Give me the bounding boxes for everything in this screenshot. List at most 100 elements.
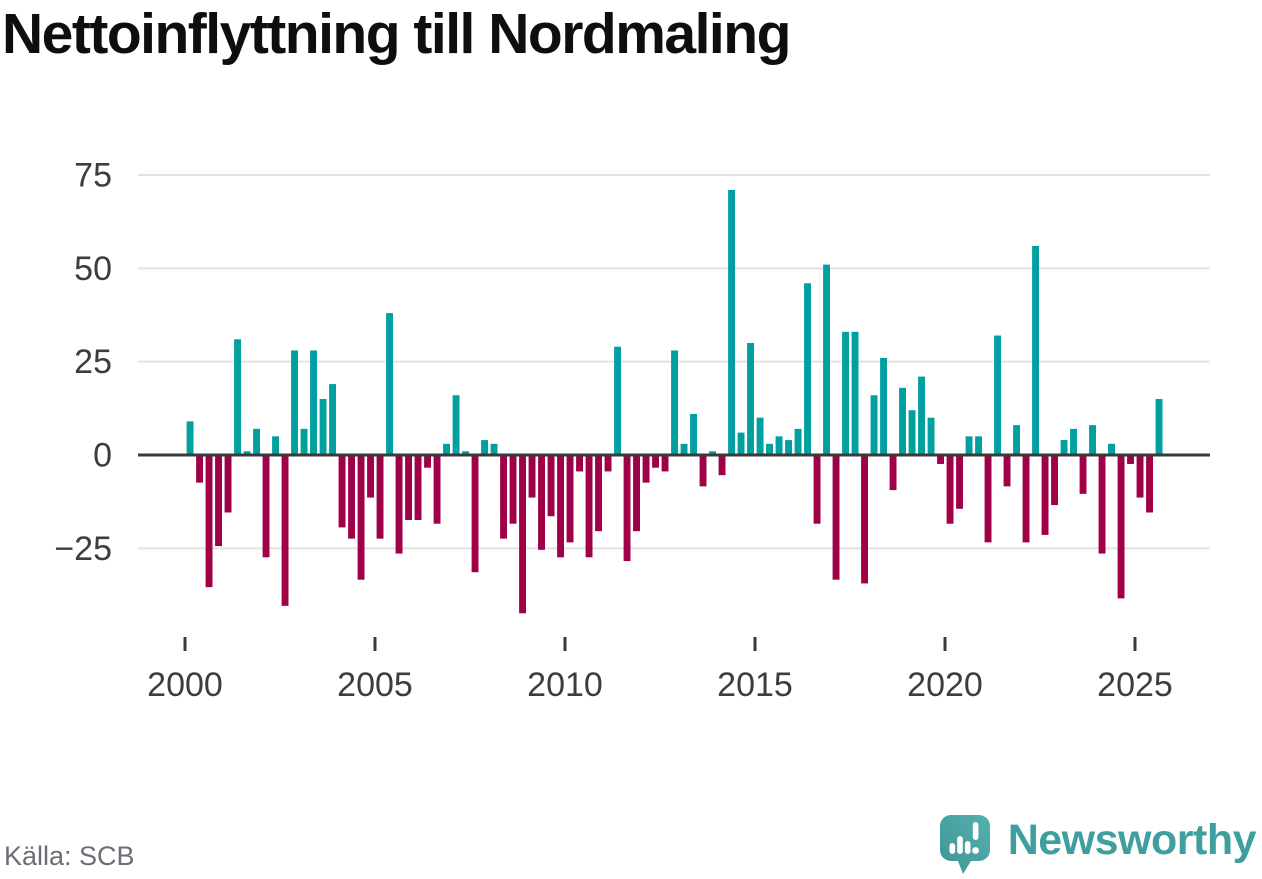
bar — [756, 417, 764, 455]
bar — [414, 456, 422, 520]
bar — [281, 456, 289, 606]
bar — [585, 456, 593, 558]
bar — [642, 456, 650, 483]
bar — [471, 456, 479, 573]
bar — [452, 395, 460, 455]
bar — [851, 331, 859, 455]
bar — [661, 456, 669, 472]
bar — [538, 456, 545, 550]
bar — [462, 451, 469, 455]
bar — [994, 335, 1001, 455]
y-tick-label: 0 — [93, 437, 112, 475]
bar — [395, 456, 403, 554]
bar — [623, 456, 631, 562]
bar — [338, 456, 346, 528]
bar — [443, 443, 450, 455]
bar — [633, 456, 640, 532]
bar — [785, 440, 792, 455]
bar — [813, 456, 821, 524]
bar — [1013, 425, 1020, 455]
bar — [1155, 399, 1163, 455]
bar — [918, 376, 925, 455]
bar — [1108, 443, 1115, 455]
bar — [433, 456, 441, 524]
bar — [196, 456, 203, 483]
bar — [823, 264, 830, 455]
bar — [794, 428, 802, 455]
bar — [1146, 456, 1153, 513]
logo-bar-3 — [964, 841, 971, 854]
logo-bar-2 — [956, 836, 963, 854]
bar — [224, 456, 232, 513]
bar — [215, 456, 222, 547]
bar — [291, 350, 298, 455]
bar — [899, 387, 906, 455]
bar — [528, 456, 536, 498]
bar — [699, 456, 707, 487]
newsworthy-logo-icon — [939, 815, 990, 874]
bar — [1098, 456, 1106, 554]
bar — [937, 456, 944, 464]
bar — [1127, 456, 1134, 464]
bar — [927, 417, 935, 455]
bar — [490, 443, 498, 455]
bar — [1136, 456, 1144, 498]
bar — [424, 456, 431, 468]
x-tick-label: 2025 — [1097, 666, 1173, 704]
bar — [205, 456, 213, 588]
bar — [186, 421, 194, 455]
x-tick-label: 2000 — [147, 666, 223, 704]
x-tick-label: 2020 — [907, 666, 983, 704]
bar — [509, 456, 517, 524]
bar — [547, 456, 555, 517]
bar — [1003, 456, 1011, 487]
bar — [604, 456, 612, 472]
bar — [1041, 456, 1049, 535]
bar — [908, 410, 916, 455]
logo-bar-1 — [949, 843, 955, 854]
x-tick-label: 2015 — [717, 666, 793, 704]
bar — [804, 283, 811, 455]
bar — [386, 313, 393, 455]
bar — [652, 456, 659, 468]
bar — [557, 456, 564, 558]
newsworthy-logo: Newsworthy — [939, 814, 1257, 875]
bar — [671, 350, 678, 455]
bar — [319, 399, 327, 455]
bar — [842, 331, 849, 455]
bar — [946, 456, 954, 524]
bar — [1022, 456, 1030, 543]
bar — [690, 413, 697, 455]
bar — [519, 456, 526, 614]
bar — [737, 432, 745, 455]
bar — [300, 428, 308, 455]
bar — [576, 456, 583, 472]
bar — [234, 339, 241, 455]
bar — [1079, 456, 1087, 494]
bar — [481, 440, 488, 455]
bar — [766, 443, 773, 455]
bar — [1117, 456, 1125, 599]
bar — [1089, 425, 1096, 455]
bar — [357, 456, 365, 580]
bar — [747, 343, 754, 455]
bar — [500, 456, 507, 539]
bar — [243, 451, 251, 455]
page-title: Nettoinflyttning till Nordmaling — [2, 2, 791, 66]
bar — [975, 436, 982, 455]
bar — [262, 456, 270, 558]
logo-exclamation-dot — [971, 847, 979, 854]
bar — [614, 346, 621, 455]
bar — [728, 189, 735, 455]
bar — [775, 436, 783, 455]
bar — [861, 456, 868, 584]
bar — [348, 456, 355, 539]
bar — [367, 456, 374, 498]
bar — [1051, 456, 1058, 506]
brand-name: Newsworthy — [1007, 816, 1257, 864]
bar — [680, 443, 688, 455]
bar — [405, 456, 412, 520]
bar — [376, 456, 384, 539]
x-tick-label: 2010 — [527, 666, 603, 704]
